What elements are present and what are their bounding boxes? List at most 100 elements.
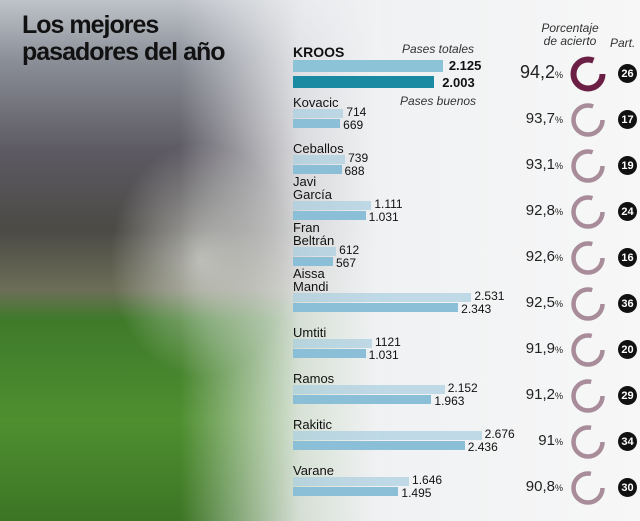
header-matches: Part. (610, 36, 636, 50)
accuracy-ring-icon (571, 379, 605, 413)
percent-sign: % (554, 70, 563, 80)
good-passes-value: 1.031 (368, 348, 399, 362)
accuracy-value: 91 (538, 432, 555, 449)
player-name: Umtiti (293, 325, 327, 340)
accuracy-arc (571, 379, 605, 413)
percent-sign: % (554, 161, 563, 171)
player-name: KROOS (293, 44, 345, 60)
title-line-1: Los mejores (22, 11, 159, 39)
player-name: Ramos (293, 371, 335, 386)
accuracy-arc (571, 241, 605, 275)
accuracy-arc (571, 149, 605, 183)
accuracy-percent: 92,5% (483, 294, 563, 311)
accuracy-ring-icon (570, 56, 606, 92)
header-total-passes: Pases totales (402, 42, 475, 56)
accuracy-percent: 93,1% (483, 156, 563, 173)
percent-sign: % (554, 115, 563, 125)
accuracy-arc (571, 287, 605, 321)
accuracy-ring-icon (571, 425, 605, 459)
accuracy-percent: 93,7% (483, 110, 563, 127)
accuracy-value: 93,1 (525, 156, 555, 173)
good-passes-value: 567 (335, 256, 356, 270)
accuracy-arc (571, 333, 605, 367)
percent-sign: % (554, 345, 563, 355)
accuracy-percent: 92,8% (483, 202, 563, 219)
accuracy-value: 92,5 (525, 294, 555, 311)
matches-badge: 29 (618, 386, 637, 405)
total-passes-bar (293, 60, 443, 72)
title-line-2: pasadores del año (22, 38, 226, 66)
accuracy-ring-icon (571, 241, 605, 275)
good-passes-bar (293, 211, 366, 220)
matches-badge: 26 (618, 64, 637, 83)
accuracy-arc (571, 471, 605, 505)
good-passes-bar (293, 165, 342, 174)
percent-sign: % (554, 483, 563, 493)
good-passes-value: 1.963 (434, 394, 465, 408)
accuracy-percent: 90,8% (483, 478, 563, 495)
player-name: Fran Beltrán (293, 220, 335, 248)
accuracy-arc (571, 103, 605, 137)
total-passes-bar (293, 477, 410, 486)
percent-sign: % (554, 437, 563, 447)
header-percentage: Porcentaje de acierto (532, 22, 608, 48)
percent-sign: % (554, 253, 563, 263)
total-passes-value: 739 (348, 151, 369, 165)
good-passes-value: 2.343 (461, 302, 492, 316)
matches-badge: 24 (618, 202, 637, 221)
header-pct-line-2: de acierto (543, 34, 597, 48)
matches-badge: 16 (618, 248, 637, 267)
good-passes-bar (293, 487, 399, 496)
good-passes-bar (293, 441, 465, 450)
percent-sign: % (554, 391, 563, 401)
good-passes-value: 1.031 (368, 210, 399, 224)
total-passes-bar (293, 339, 373, 348)
player-name: Kovacic (293, 95, 339, 110)
good-passes-bar (293, 349, 366, 358)
total-passes-bar (293, 385, 445, 394)
good-passes-bar (293, 76, 435, 88)
accuracy-arc (571, 425, 605, 459)
percent-sign: % (554, 207, 563, 217)
accuracy-percent: 92,6% (483, 248, 563, 265)
matches-badge: 19 (618, 156, 637, 175)
accuracy-value: 93,7 (525, 110, 555, 127)
player-name: Javi García (293, 174, 333, 202)
matches-badge: 34 (618, 432, 637, 451)
player-name: Varane (293, 463, 334, 478)
accuracy-value: 94,2 (519, 62, 555, 82)
matches-badge: 30 (618, 478, 637, 497)
good-passes-value: 688 (344, 164, 365, 178)
total-passes-bar (293, 431, 482, 440)
good-passes-value: 2.436 (467, 440, 498, 454)
accuracy-ring-icon (571, 103, 605, 137)
total-passes-bar (293, 155, 346, 164)
accuracy-value: 91,2 (525, 386, 555, 403)
good-passes-bar (293, 395, 432, 404)
total-passes-bar (293, 201, 372, 210)
accuracy-value: 91,9 (525, 340, 555, 357)
page-title: Los mejores pasadores del año (22, 11, 226, 66)
accuracy-percent: 94,2% (483, 62, 563, 83)
accuracy-ring-icon (571, 149, 605, 183)
accuracy-percent: 91,2% (483, 386, 563, 403)
player-name: Rakitic (293, 417, 333, 432)
total-passes-bar (293, 109, 344, 118)
good-passes-value: 2.003 (442, 75, 475, 90)
good-passes-value: 1.495 (401, 486, 432, 500)
matches-badge: 36 (618, 294, 637, 313)
accuracy-value: 92,6 (525, 248, 555, 265)
total-passes-value: 2.676 (484, 427, 515, 441)
total-passes-value: 2.125 (448, 58, 482, 73)
total-passes-value: 2.152 (447, 381, 478, 395)
total-passes-value: 714 (346, 105, 367, 119)
accuracy-ring-icon (571, 471, 605, 505)
matches-badge: 20 (618, 340, 637, 359)
good-passes-value: 669 (343, 118, 364, 132)
percent-sign: % (554, 299, 563, 309)
total-passes-value: 1.646 (412, 473, 443, 487)
accuracy-percent: 91% (483, 432, 563, 449)
good-passes-bar (293, 303, 459, 312)
player-name: Aissa Mandi (293, 266, 329, 294)
good-passes-bar (293, 119, 341, 128)
